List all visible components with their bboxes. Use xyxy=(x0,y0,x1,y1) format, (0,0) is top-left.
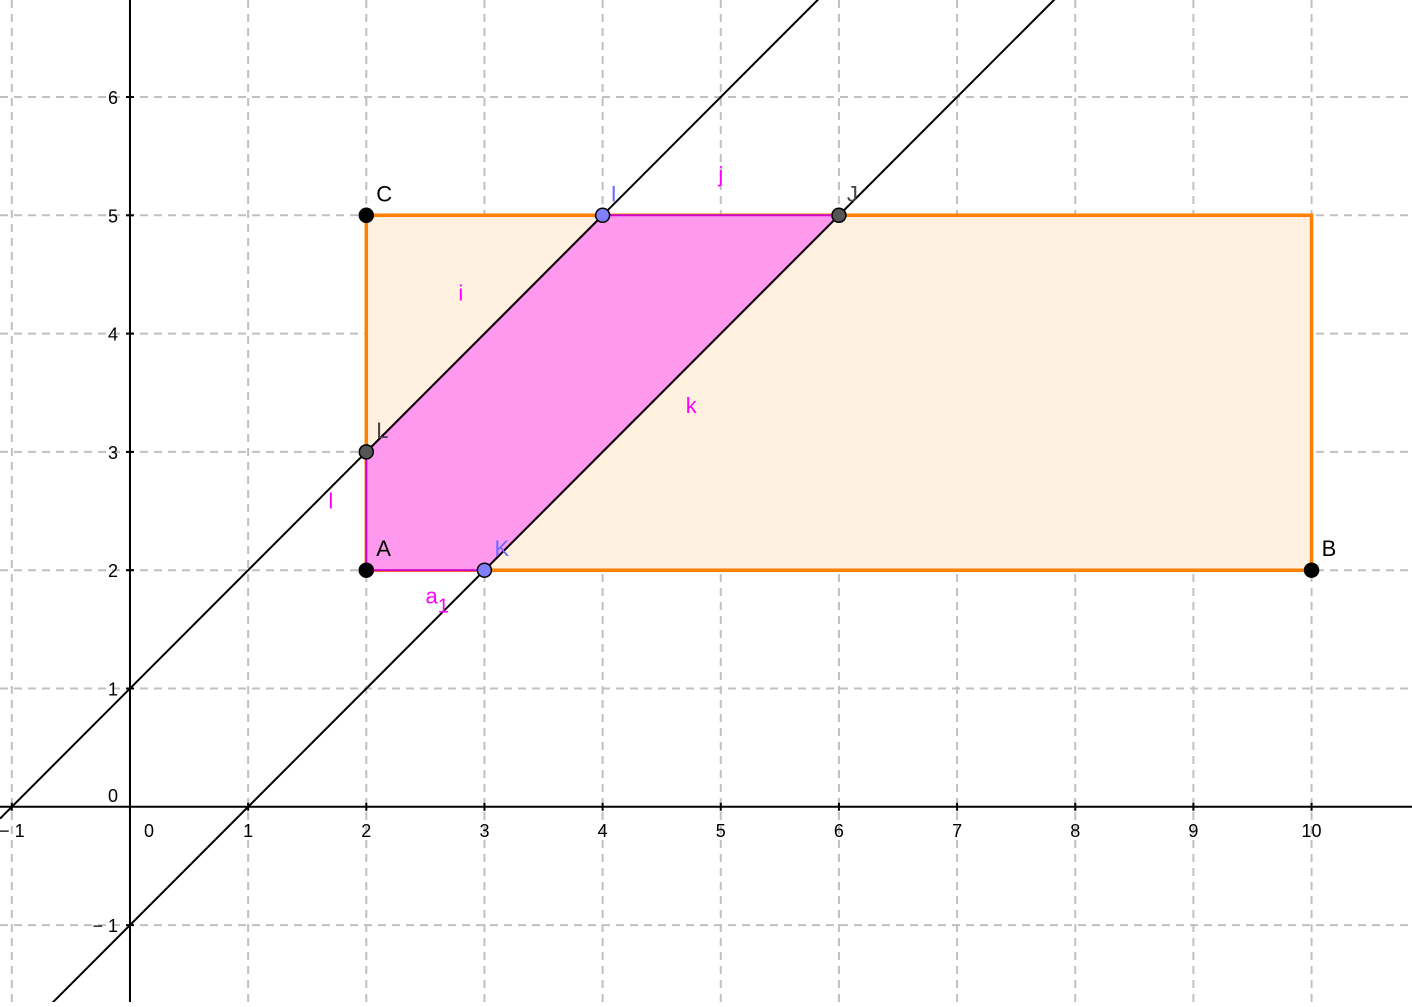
point-label-A: A xyxy=(376,536,391,561)
point-label-J: J xyxy=(847,181,858,206)
point-C xyxy=(358,207,375,224)
x-tick-label: 6 xyxy=(834,821,844,841)
y-tick-label: 4 xyxy=(108,325,118,345)
y-tick-label: − 1 xyxy=(92,916,118,936)
y-tick-label: 3 xyxy=(108,443,118,463)
x-tick-label: 9 xyxy=(1188,821,1198,841)
point-K xyxy=(476,562,493,578)
segment-label-subscript: 1 xyxy=(438,595,449,617)
point-J xyxy=(831,207,847,224)
point-label-L: L xyxy=(376,418,388,443)
x-tick-label: 4 xyxy=(598,821,608,841)
point-label-B: B xyxy=(1322,536,1337,561)
x-tick-label: 7 xyxy=(952,821,962,841)
x-tick-label: − 1 xyxy=(0,821,25,841)
points-layer: A B C I J K L xyxy=(358,181,1337,578)
segment-label-k: k xyxy=(686,393,698,418)
point-I xyxy=(594,207,611,224)
segment-label-a1: a1 xyxy=(426,583,449,617)
x-tick-label: 1 xyxy=(243,821,253,841)
x-tick-label: 0 xyxy=(144,821,154,841)
point-L xyxy=(358,444,375,460)
point-label-K: K xyxy=(494,536,509,561)
segment-label-i: i xyxy=(458,280,463,305)
y-tick-label: 5 xyxy=(108,206,118,226)
x-tick-label: 3 xyxy=(479,821,489,841)
segment-label-j: j xyxy=(717,162,723,187)
parallelogram-layer xyxy=(365,214,842,572)
point-label-C: C xyxy=(376,181,392,206)
point-A xyxy=(358,562,375,578)
x-tick-label: 10 xyxy=(1302,821,1322,841)
point-B xyxy=(1303,562,1320,578)
y-tick-label: 2 xyxy=(108,561,118,581)
x-tick-label: 5 xyxy=(716,821,726,841)
tick-labels: − 1 0 1 2 3 4 5 6 7 8 9 10 − 1 1 2 3 4 5 6 0 xyxy=(0,88,1322,936)
y-tick-label: 1 xyxy=(108,680,118,700)
y-origin-label: 0 xyxy=(108,786,118,806)
segment-label-l: l xyxy=(328,489,333,514)
line-through-L-I xyxy=(0,0,820,820)
x-tick-label: 8 xyxy=(1070,821,1080,841)
parallelogram-AKJIL xyxy=(365,214,842,572)
x-tick-label: 2 xyxy=(361,821,371,841)
y-tick-label: 6 xyxy=(108,88,118,108)
point-label-I: I xyxy=(611,181,617,206)
